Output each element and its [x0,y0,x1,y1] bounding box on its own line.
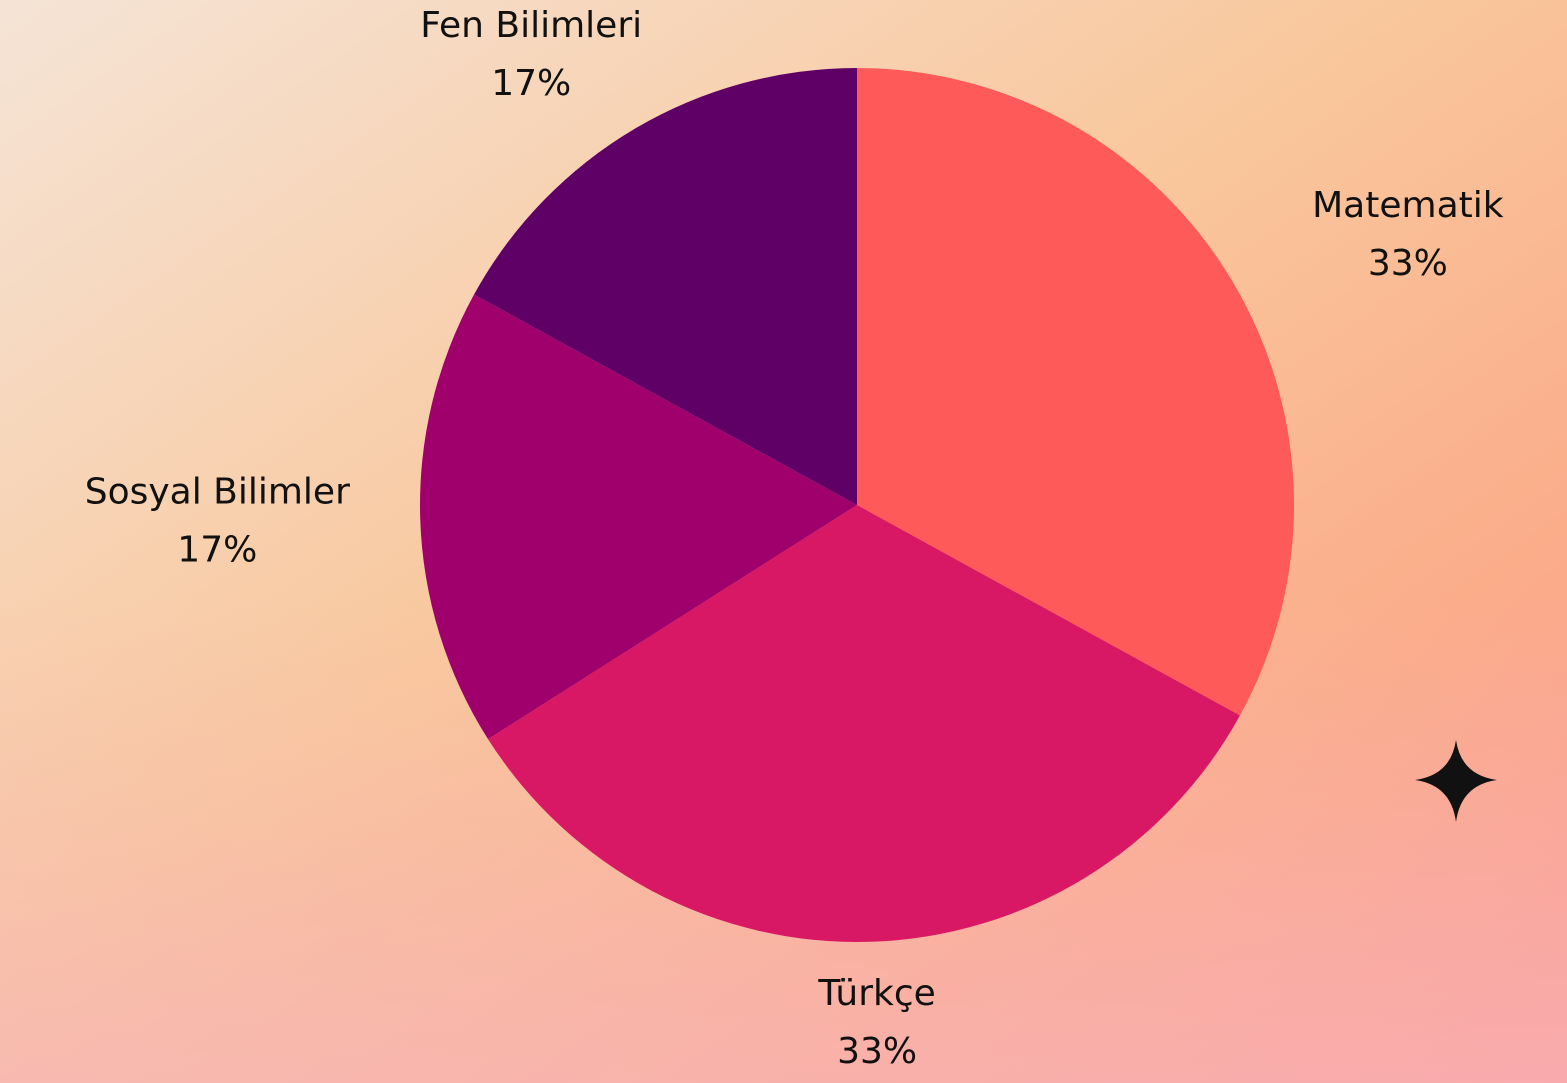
slice-label: Matematik [1312,185,1504,226]
slice-value-label: 33% [837,1031,917,1072]
slice-label: Fen Bilimleri [420,5,642,46]
pie-slice [419,294,857,740]
pie-slice [474,68,857,505]
sparkle [1415,740,1497,822]
pie-slice [857,68,1294,716]
slice-value-label: 33% [1368,243,1448,284]
slice-label: Türkçe [817,973,935,1014]
slice-label: Sosyal Bilimler [85,472,350,513]
pie-slice [488,505,1240,943]
slice-value-label: 17% [177,530,257,571]
slice-value-label: 17% [491,63,571,104]
